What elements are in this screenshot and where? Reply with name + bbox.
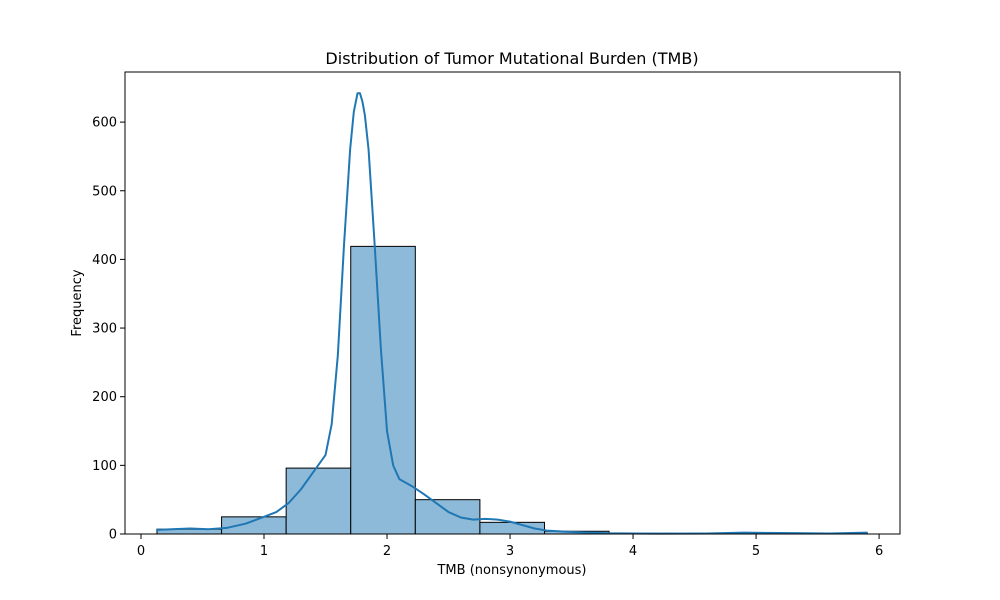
x-tick-label: 1 [260,544,268,559]
bars-layer [156,245,868,535]
chart-title: Distribution of Tumor Mutational Burden … [325,49,698,68]
x-tick-label: 6 [875,544,883,559]
y-tick-label: 500 [92,184,117,199]
histogram-bar-1 [221,516,287,535]
x-tick-label: 5 [752,544,760,559]
kde-line [155,92,868,535]
y-tick-label: 0 [109,528,117,543]
x-axis-label: TMB (nonsynonymous) [436,563,586,578]
x-axis: 0 1 2 3 4 5 6 [137,534,883,559]
x-tick-label: 2 [383,544,391,559]
y-tick-label: 200 [92,390,117,405]
y-tick-label: 300 [92,322,117,337]
y-tick-label: 400 [92,253,117,268]
x-tick-label: 0 [137,544,145,559]
histogram-bar-4 [414,499,481,535]
y-axis-label: Frequency [70,269,85,336]
plot-frame [124,71,901,535]
y-tick-label: 100 [92,459,117,474]
x-tick-label: 4 [629,544,637,559]
y-tick-label: 600 [92,116,117,131]
histogram-bar-2 [285,467,352,535]
x-tick-label: 3 [506,544,514,559]
kde-layer [155,92,868,535]
y-axis: 0 100 200 300 400 500 600 [92,116,125,543]
